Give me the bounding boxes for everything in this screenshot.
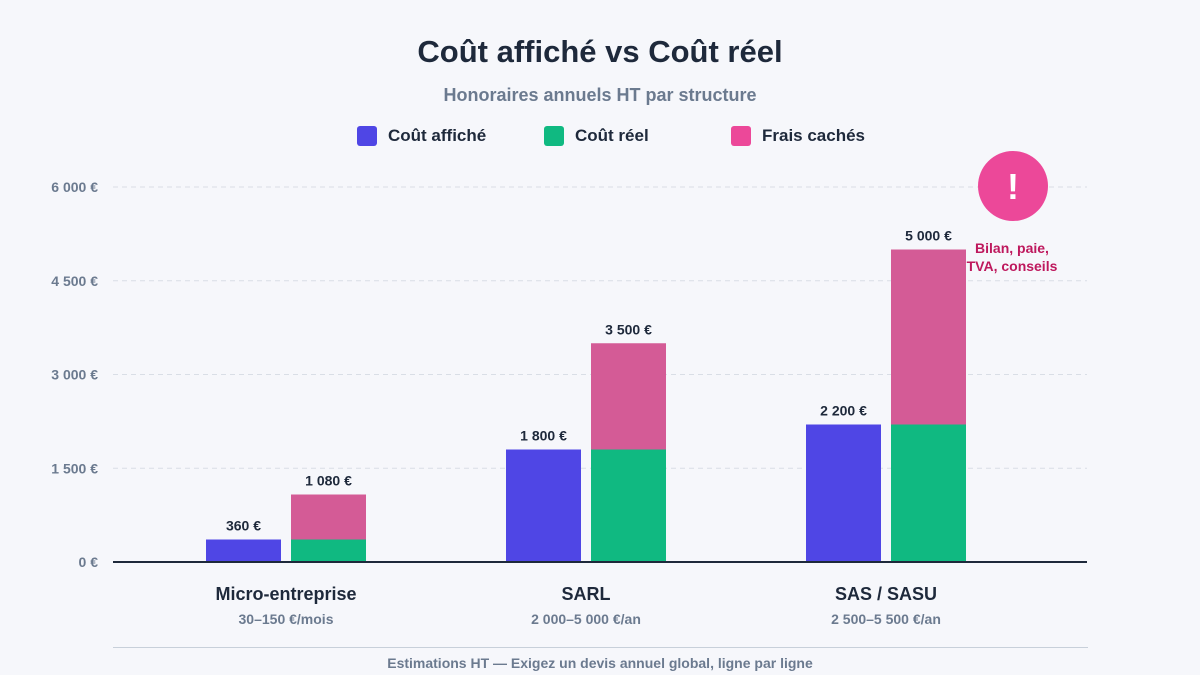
category-sublabel: 2 500–5 500 €/an: [831, 611, 941, 627]
bar-cout-reel: [591, 449, 666, 562]
legend-swatch-frais-caches: [731, 126, 751, 146]
chart-footer-note: Estimations HT — Exigez un devis annuel …: [387, 655, 813, 671]
data-label-cout-affiche: 360 €: [226, 518, 261, 534]
chart-subtitle: Honoraires annuels HT par structure: [443, 85, 757, 105]
data-label-cout-reel: 5 000 €: [905, 228, 952, 244]
legend: Coût affiché Coût réel Frais cachés: [0, 126, 1200, 150]
legend-swatch-cout-affiche: [357, 126, 377, 146]
y-tick-label: 6 000 €: [51, 179, 98, 195]
annotation-text: Bilan, paie,: [975, 240, 1049, 256]
footer-divider: [113, 647, 1088, 648]
y-tick-label: 1 500 €: [51, 460, 98, 476]
data-label-cout-affiche: 2 200 €: [820, 403, 867, 419]
bar-frais-caches: [291, 494, 366, 540]
legend-item-cout-affiche: Coût affiché: [357, 126, 486, 146]
bar-cout-affiche: [206, 539, 281, 562]
category-sublabel: 2 000–5 000 €/an: [531, 611, 641, 627]
category-sublabel: 30–150 €/mois: [239, 611, 334, 627]
annotation-text: TVA, conseils: [967, 258, 1058, 274]
legend-label-cout-affiche: Coût affiché: [388, 126, 487, 145]
alert-icon-symbol: !: [1007, 166, 1019, 207]
y-tick-label: 3 000 €: [51, 367, 98, 383]
bar-frais-caches: [891, 249, 966, 425]
category-label: SARL: [562, 584, 611, 604]
bar-cout-reel: [291, 539, 366, 562]
legend-swatch-cout-reel: [544, 126, 564, 146]
legend-item-cout-reel: Coût réel: [544, 126, 649, 146]
alert-icon: [978, 151, 1048, 221]
bar-frais-caches: [591, 343, 666, 450]
data-label-cout-reel: 1 080 €: [305, 473, 352, 489]
legend-item-frais-caches: Frais cachés: [731, 126, 865, 146]
bar-cout-affiche: [806, 424, 881, 562]
y-tick-label: 0 €: [79, 554, 99, 570]
y-tick-label: 4 500 €: [51, 273, 98, 289]
legend-label-cout-reel: Coût réel: [575, 126, 649, 145]
data-label-cout-affiche: 1 800 €: [520, 428, 567, 444]
legend-label-frais-caches: Frais cachés: [762, 126, 866, 145]
bar-cout-affiche: [506, 449, 581, 562]
chart-title: Coût affiché vs Coût réel: [417, 34, 783, 69]
bar-cout-reel: [891, 424, 966, 562]
category-label: SAS / SASU: [835, 584, 937, 604]
data-label-cout-reel: 3 500 €: [605, 321, 652, 337]
category-label: Micro-entreprise: [215, 584, 356, 604]
